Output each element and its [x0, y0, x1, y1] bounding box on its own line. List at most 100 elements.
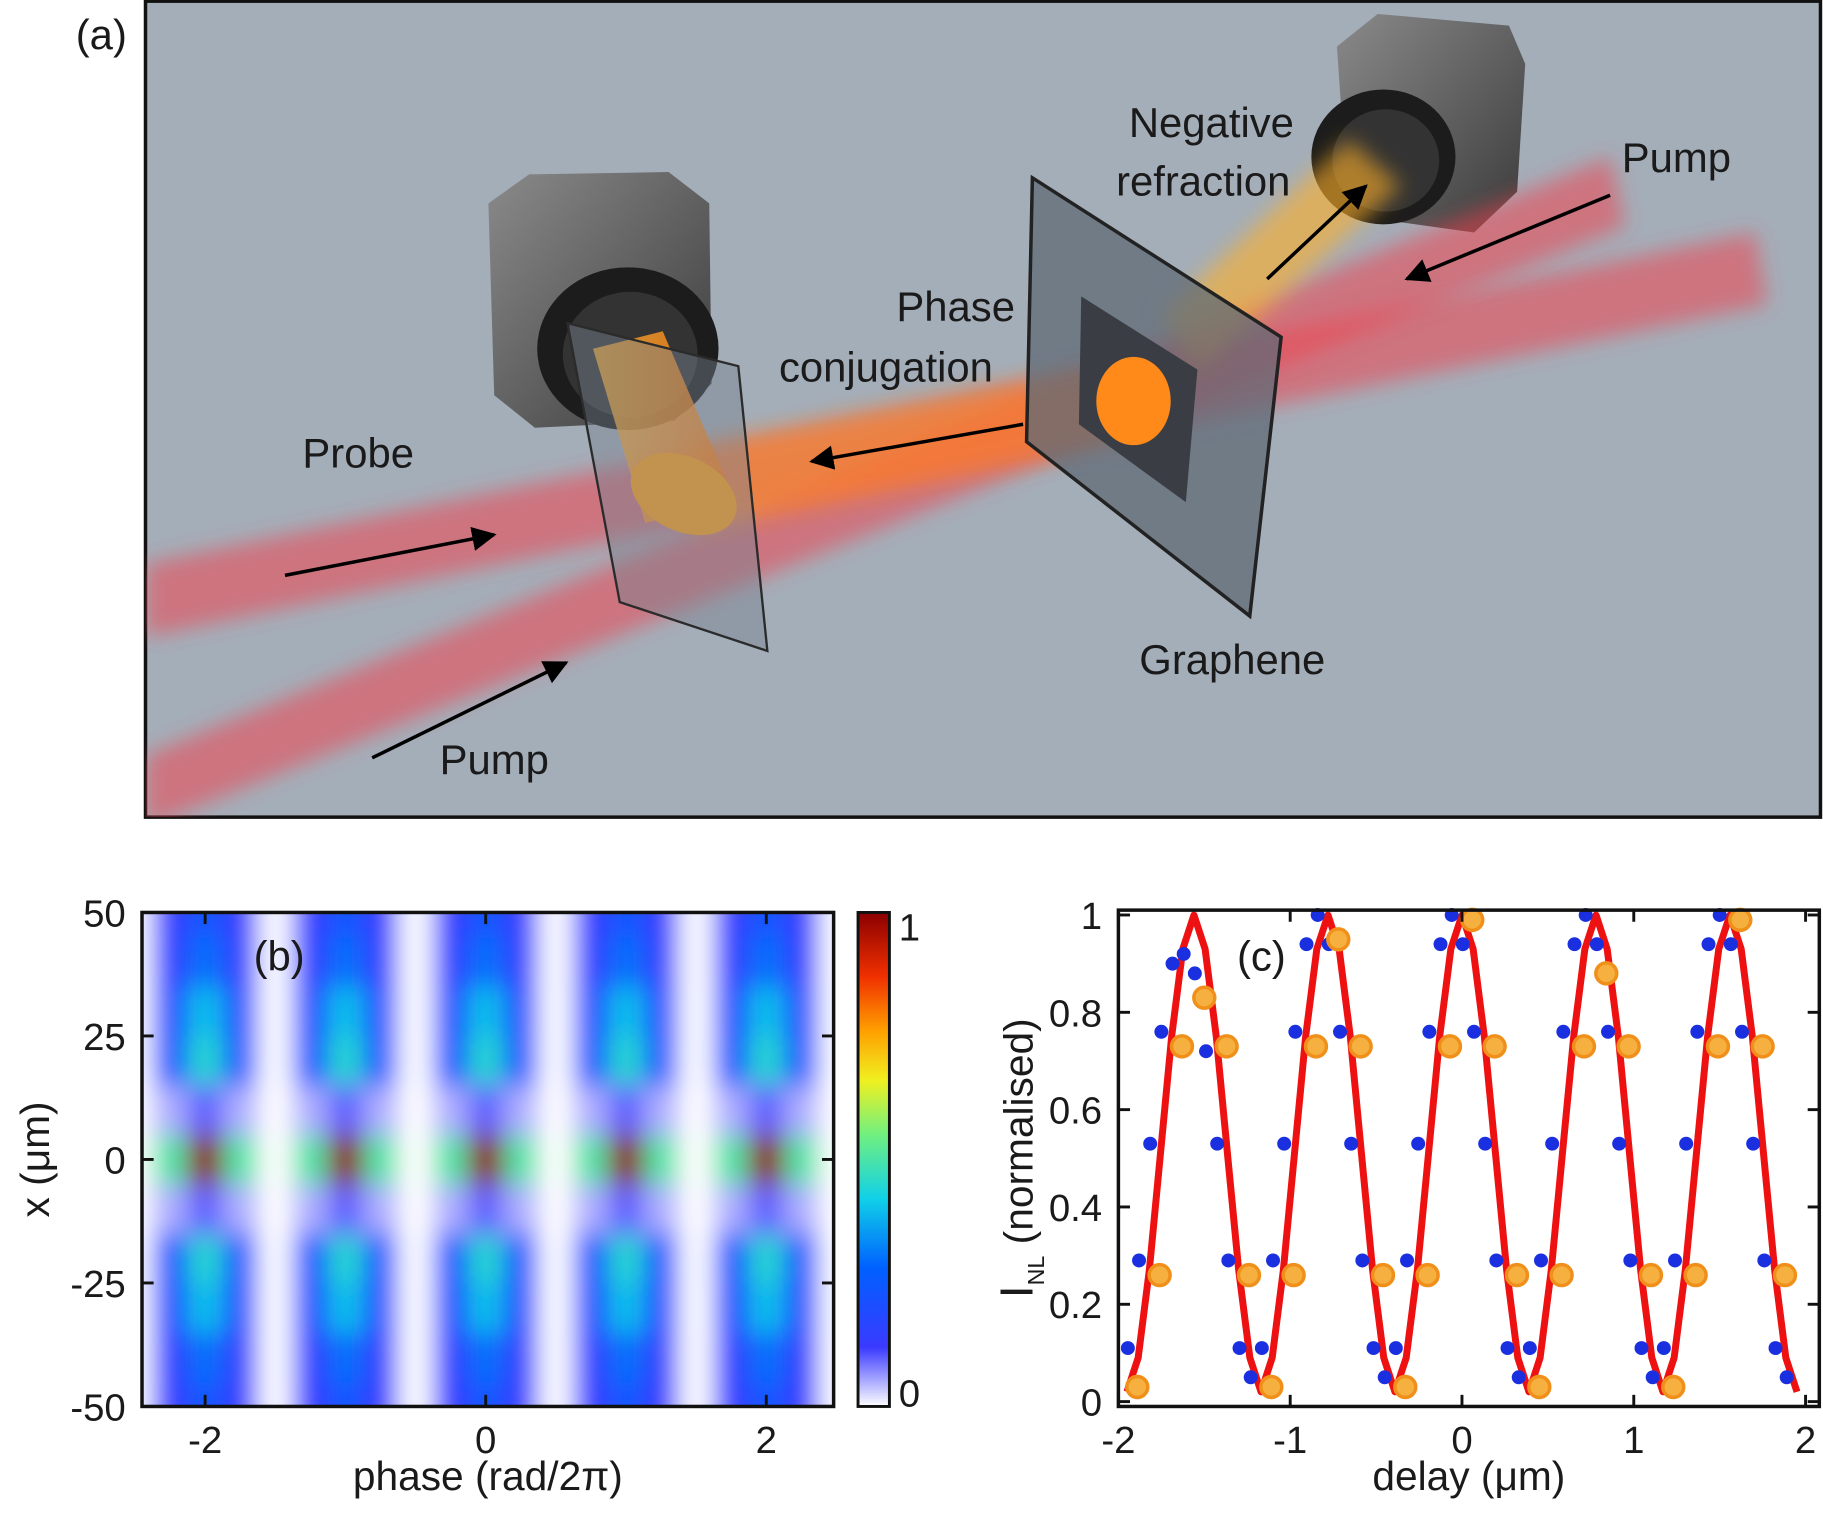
data-point — [1634, 1341, 1649, 1356]
data-point — [1210, 1136, 1225, 1151]
y-label-rest: (normalised) — [995, 1018, 1041, 1255]
heatmap-cell — [748, 1085, 785, 1136]
data-point — [1656, 1341, 1671, 1356]
heatmap-cell — [608, 1233, 645, 1284]
heatmap-cell — [152, 1282, 189, 1333]
heatmap-cell — [573, 1381, 610, 1407]
heatmap-cell — [257, 912, 294, 938]
heatmap-cell — [187, 1085, 224, 1136]
heatmap-cell — [327, 937, 364, 988]
heatmap-cell — [468, 1085, 504, 1136]
y-tick-label: 0.4 — [1049, 1187, 1102, 1230]
heatmap-cell — [398, 1085, 434, 1136]
heatmap-cell — [468, 1233, 504, 1284]
heatmap-cell — [433, 1381, 469, 1407]
heatmap-cell — [783, 1035, 820, 1086]
data-point — [1750, 1034, 1775, 1059]
heatmap-cell — [538, 1282, 574, 1333]
heatmap-cell — [398, 986, 434, 1037]
heatmap-cell — [327, 1134, 364, 1185]
heatmap-cell — [433, 1035, 469, 1086]
heatmap-cell — [433, 912, 469, 938]
heatmap-cell — [187, 1035, 224, 1086]
data-point — [1187, 966, 1202, 981]
data-point — [1333, 1024, 1347, 1039]
heatmap-cell — [783, 1134, 820, 1185]
data-point — [1504, 1262, 1530, 1288]
heatmap-cell — [503, 986, 539, 1037]
data-point — [1772, 1262, 1798, 1288]
y-tick-label: -50 — [70, 1386, 125, 1429]
data-point — [1638, 1262, 1664, 1288]
heatmap-cell — [362, 1085, 399, 1136]
heatmap-cell — [257, 1381, 294, 1407]
heatmap-cell — [713, 912, 750, 938]
heatmap-cell — [362, 1332, 399, 1383]
heatmap-cell — [222, 1035, 259, 1086]
heatmap-cell — [608, 1035, 645, 1086]
heatmap-cell — [608, 1085, 645, 1136]
y-tick-label: -25 — [70, 1263, 125, 1306]
heatmap-cell — [152, 1184, 189, 1235]
heatmap-cell — [362, 1381, 399, 1407]
heatmap-cell — [818, 1381, 834, 1407]
label: refraction — [1116, 157, 1290, 204]
data-point — [1132, 1253, 1146, 1268]
data-point — [1601, 1024, 1615, 1039]
heatmap-cell — [573, 1184, 610, 1235]
heatmap-cell — [433, 1134, 469, 1185]
data-point — [1415, 1262, 1440, 1288]
y-tick-label: 0 — [104, 1139, 125, 1182]
heatmap-cell — [257, 1035, 294, 1086]
data-point — [1165, 956, 1180, 971]
plate-left — [565, 321, 769, 653]
heatmap-cell — [643, 1332, 680, 1383]
heatmap-cell — [327, 986, 364, 1037]
heatmap-cell — [608, 912, 645, 938]
heatmap-cell — [713, 986, 750, 1037]
heatmap-cell — [327, 1184, 364, 1235]
heatmap-cell — [327, 1035, 364, 1086]
x-tick-label: -2 — [188, 1419, 222, 1462]
heatmap-cell — [503, 1085, 539, 1136]
heatmap-cell — [152, 1035, 189, 1086]
heatmap-cell — [327, 1381, 364, 1407]
plot-background — [1118, 910, 1820, 1407]
heatmap-cell — [678, 1282, 715, 1333]
heatmap-cell — [142, 1085, 154, 1136]
data-point — [1482, 1034, 1507, 1059]
data-point — [1299, 937, 1314, 952]
y-axis-label: x (μm) — [12, 1101, 58, 1217]
data-point — [1221, 1253, 1236, 1268]
heatmap-cell — [152, 1085, 189, 1136]
heatmap-cell — [608, 1184, 645, 1235]
data-point — [1344, 1136, 1359, 1151]
data-point — [1388, 1341, 1403, 1356]
heatmap-cell — [468, 937, 504, 988]
y-tick-label: 25 — [83, 1016, 126, 1059]
heatmap-cell — [783, 1282, 820, 1333]
axes-frame — [1116, 908, 1822, 1409]
heatmap-cell — [783, 986, 820, 1037]
y-tick-label: 0.8 — [1049, 992, 1102, 1035]
data-point — [1679, 1136, 1694, 1151]
heatmap-cell — [643, 1085, 680, 1136]
heatmap-cell — [783, 937, 820, 988]
x-tick-label: 1 — [1623, 1419, 1644, 1462]
heatmap-cell — [573, 1035, 610, 1086]
data-point — [1779, 1370, 1794, 1385]
data-point — [1393, 1374, 1418, 1400]
heatmap-cell — [152, 1381, 189, 1407]
data-point — [1437, 1034, 1463, 1059]
data-point — [1768, 1341, 1783, 1356]
heatmap-cell — [818, 1233, 834, 1284]
heatmap-cell — [748, 986, 785, 1037]
heatmap-cell — [538, 1134, 574, 1185]
data-point — [1288, 1024, 1303, 1039]
data-point — [1723, 937, 1738, 952]
heatmap-clip — [142, 912, 834, 1407]
data-point — [1545, 1136, 1560, 1151]
heatmap-cell — [142, 1184, 154, 1235]
heatmap-cell — [503, 1282, 539, 1333]
data-point — [1683, 1262, 1708, 1288]
